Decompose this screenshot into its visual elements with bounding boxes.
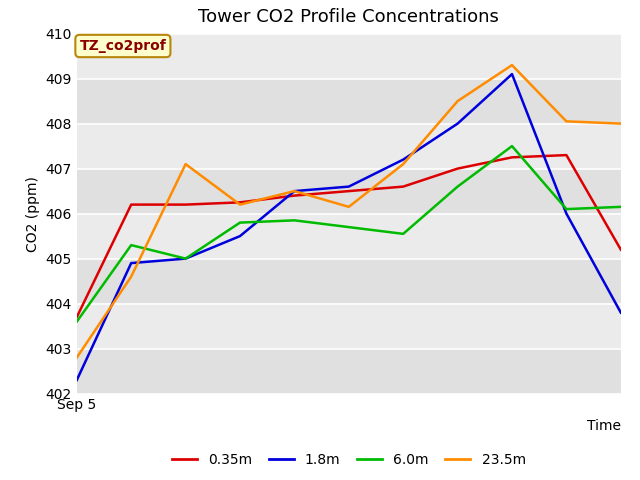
1.8m xyxy=(127,260,135,266)
0.35m xyxy=(454,166,461,171)
0.35m xyxy=(127,202,135,207)
Text: Time: Time xyxy=(587,419,621,433)
23.5m xyxy=(617,120,625,126)
Line: 23.5m: 23.5m xyxy=(77,65,621,358)
Bar xyxy=(77,79,621,123)
6.0m xyxy=(399,231,407,237)
Bar xyxy=(77,168,621,214)
6.0m xyxy=(454,184,461,190)
6.0m xyxy=(73,319,81,324)
23.5m xyxy=(345,204,353,210)
1.8m xyxy=(73,377,81,383)
23.5m xyxy=(182,161,189,167)
23.5m xyxy=(236,202,244,207)
23.5m xyxy=(399,161,407,167)
0.35m xyxy=(617,247,625,252)
Line: 1.8m: 1.8m xyxy=(77,74,621,380)
0.35m xyxy=(73,314,81,320)
6.0m xyxy=(617,204,625,210)
6.0m xyxy=(236,220,244,226)
0.35m xyxy=(345,188,353,194)
1.8m xyxy=(399,156,407,162)
6.0m xyxy=(182,256,189,262)
1.8m xyxy=(563,211,570,216)
6.0m xyxy=(563,206,570,212)
0.35m xyxy=(399,184,407,190)
0.35m xyxy=(182,202,189,207)
23.5m xyxy=(291,188,298,194)
Bar xyxy=(77,34,621,79)
23.5m xyxy=(563,119,570,124)
Bar xyxy=(77,303,621,348)
Title: Tower CO2 Profile Concentrations: Tower CO2 Profile Concentrations xyxy=(198,9,499,26)
1.8m xyxy=(345,184,353,190)
6.0m xyxy=(291,217,298,223)
Text: TZ_co2prof: TZ_co2prof xyxy=(79,39,166,53)
Line: 0.35m: 0.35m xyxy=(77,155,621,317)
Line: 6.0m: 6.0m xyxy=(77,146,621,322)
Bar xyxy=(77,259,621,303)
Bar xyxy=(77,214,621,259)
1.8m xyxy=(291,188,298,194)
0.35m xyxy=(236,200,244,205)
1.8m xyxy=(617,310,625,315)
6.0m xyxy=(508,143,516,149)
0.35m xyxy=(291,192,298,198)
0.35m xyxy=(508,155,516,160)
23.5m xyxy=(454,98,461,104)
Bar xyxy=(77,123,621,168)
23.5m xyxy=(508,62,516,68)
Legend: 0.35m, 1.8m, 6.0m, 23.5m: 0.35m, 1.8m, 6.0m, 23.5m xyxy=(166,447,531,472)
1.8m xyxy=(182,256,189,262)
0.35m xyxy=(563,152,570,158)
Bar xyxy=(77,348,621,394)
6.0m xyxy=(345,224,353,230)
6.0m xyxy=(127,242,135,248)
23.5m xyxy=(127,274,135,279)
1.8m xyxy=(508,71,516,77)
23.5m xyxy=(73,355,81,360)
Y-axis label: CO2 (ppm): CO2 (ppm) xyxy=(26,176,40,252)
1.8m xyxy=(454,120,461,126)
1.8m xyxy=(236,233,244,239)
